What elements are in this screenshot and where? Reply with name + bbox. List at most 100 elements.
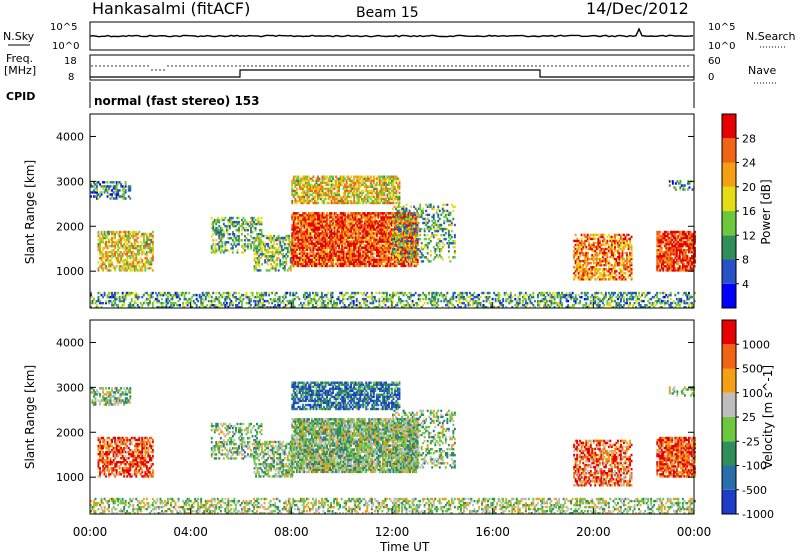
heatmap-cell — [127, 240, 130, 244]
heatmap-cell — [139, 234, 142, 238]
heatmap-cell — [259, 246, 262, 250]
heatmap-cell — [231, 251, 234, 254]
heatmap-cell — [333, 218, 336, 221]
heatmap-cell — [258, 261, 261, 264]
heatmap-cell — [118, 195, 121, 198]
heatmap-cell — [111, 189, 114, 192]
heatmap-cell — [659, 301, 662, 305]
heatmap-cell — [96, 304, 98, 307]
heatmap-cell — [112, 185, 115, 188]
heatmap-cell — [339, 301, 342, 305]
heatmap-cell — [265, 248, 268, 252]
heatmap-cell — [378, 304, 381, 307]
heatmap-cell — [148, 263, 151, 266]
heatmap-cell — [94, 301, 97, 305]
heatmap-cell — [148, 297, 151, 301]
heatmap-cell — [312, 256, 315, 260]
heatmap-cell — [546, 299, 548, 303]
heatmap-cell — [292, 238, 295, 241]
heatmap-cell — [621, 295, 624, 299]
heatmap-cell — [420, 293, 423, 297]
heatmap-cell — [363, 232, 366, 235]
heatmap-cell — [355, 299, 358, 303]
heatmap-cell — [312, 175, 315, 178]
heatmap-cell — [270, 240, 273, 244]
heatmap-cell — [99, 242, 102, 246]
heatmap-cell — [458, 301, 461, 305]
heatmap-cell — [295, 224, 298, 227]
heatmap-cell — [100, 232, 103, 236]
heatmap-cell — [336, 264, 339, 268]
heatmap-cell — [151, 269, 154, 272]
heatmap-cell — [242, 243, 245, 246]
heatmap-cell — [354, 226, 357, 229]
heatmap-cell — [114, 232, 117, 236]
heatmap-cell — [112, 240, 115, 244]
heatmap-cell — [555, 291, 558, 295]
heatmap-cell — [431, 295, 434, 299]
heatmap-cell — [365, 256, 368, 260]
nave-dot — [575, 65, 577, 67]
heatmap-cell — [449, 301, 452, 305]
heatmap-cell — [330, 254, 333, 258]
heatmap-cell — [345, 234, 348, 237]
heatmap-cell — [303, 236, 306, 239]
heatmap-cell — [347, 248, 350, 251]
heatmap-cell — [222, 235, 225, 238]
heatmap-cell — [314, 226, 316, 229]
heatmap-cell — [216, 218, 219, 222]
heatmap-cell — [333, 264, 336, 268]
heatmap-cell — [108, 244, 111, 248]
heatmap-cell — [529, 297, 532, 301]
heatmap-cell — [314, 230, 316, 233]
heatmap-cell — [330, 242, 333, 245]
heatmap-cell — [94, 299, 97, 303]
heatmap-cell — [106, 251, 109, 254]
heatmap-cell — [347, 214, 350, 217]
heatmap-cell — [244, 243, 246, 246]
heatmap-cell — [684, 299, 687, 303]
heatmap-cell — [324, 304, 326, 307]
heatmap-cell — [384, 299, 387, 303]
heatmap-cell — [108, 251, 111, 254]
heatmap-cell — [231, 245, 234, 248]
heatmap-cell — [573, 299, 576, 303]
heatmap-cell — [360, 262, 363, 266]
heatmap-cell — [348, 256, 351, 260]
heatmap-cell — [109, 259, 112, 262]
heatmap-cell — [105, 185, 108, 188]
heatmap-cell — [357, 232, 360, 235]
heatmap-cell — [271, 291, 274, 295]
heatmap-cell — [509, 297, 512, 301]
heatmap-cell — [630, 291, 633, 295]
nave-dot — [559, 65, 561, 67]
heatmap-cell — [275, 291, 278, 295]
heatmap-cell — [114, 293, 117, 297]
heatmap-cell — [133, 257, 136, 260]
heatmap-cell — [112, 191, 115, 194]
heatmap-cell — [315, 240, 318, 243]
heatmap-cell — [278, 297, 281, 301]
heatmap-cell — [324, 264, 327, 268]
heatmap-cell — [117, 242, 120, 246]
heatmap-cell — [244, 239, 246, 242]
heatmap-cell — [112, 255, 115, 258]
heatmap-cell — [320, 244, 322, 247]
heatmap-cell — [615, 306, 618, 309]
heatmap-cell — [378, 297, 381, 301]
heatmap-cell — [294, 216, 297, 219]
heatmap-cell — [238, 241, 240, 244]
heatmap-cell — [132, 259, 135, 262]
heatmap-cell — [130, 242, 133, 246]
heatmap-cell — [650, 304, 653, 307]
heatmap-cell — [312, 248, 315, 251]
heatmap-cell — [300, 256, 303, 260]
heatmap-cell — [294, 214, 297, 217]
heatmap-cell — [321, 256, 324, 260]
nave-dot — [447, 65, 449, 67]
heatmap-cell — [253, 244, 256, 248]
heatmap-cell — [321, 222, 324, 225]
heatmap-cell — [91, 185, 94, 188]
heatmap-cell — [680, 297, 683, 301]
heatmap-cell — [90, 293, 92, 297]
